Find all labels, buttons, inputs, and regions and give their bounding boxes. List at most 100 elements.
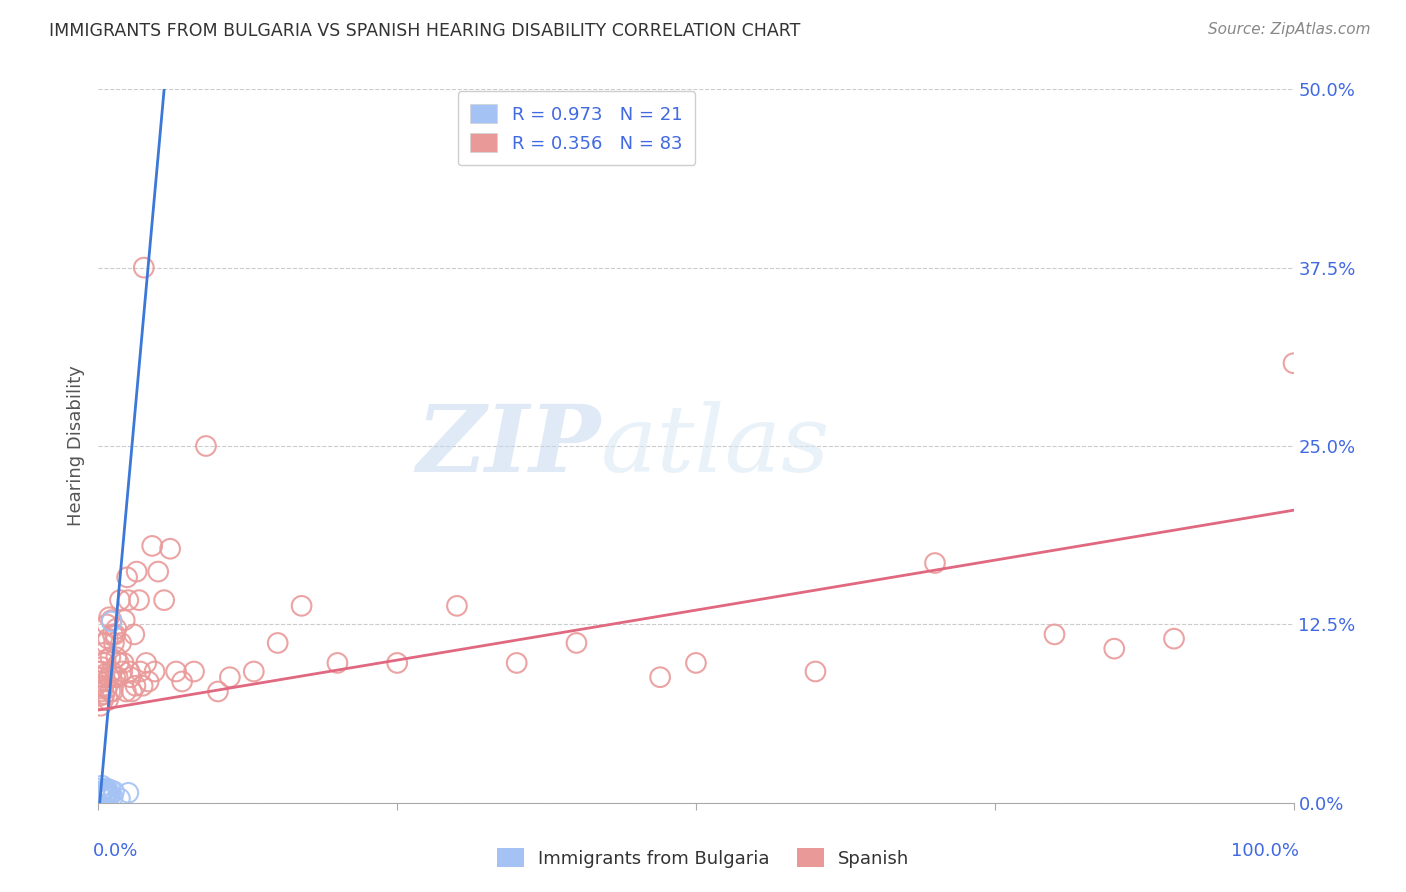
Text: Source: ZipAtlas.com: Source: ZipAtlas.com	[1208, 22, 1371, 37]
Point	[91, 670, 114, 684]
Point	[90, 786, 112, 800]
Point	[100, 615, 122, 629]
Point	[94, 674, 117, 689]
Point	[111, 665, 134, 679]
Point	[98, 610, 121, 624]
Point	[108, 593, 131, 607]
Point	[90, 665, 112, 679]
Point	[100, 613, 122, 627]
Point	[107, 670, 129, 684]
Point	[104, 670, 127, 684]
Point	[685, 656, 707, 670]
Point	[97, 632, 120, 646]
Point	[132, 260, 155, 275]
Point	[91, 660, 114, 674]
Text: ZIP: ZIP	[416, 401, 600, 491]
Point	[97, 791, 120, 805]
Point	[93, 687, 115, 701]
Point	[159, 541, 181, 556]
Point	[165, 665, 187, 679]
Point	[91, 646, 114, 660]
Point	[96, 781, 118, 796]
Point	[94, 636, 117, 650]
Text: atlas: atlas	[600, 401, 830, 491]
Point	[89, 789, 111, 803]
Point	[96, 617, 118, 632]
Point	[120, 670, 142, 684]
Point	[924, 556, 946, 570]
Legend: R = 0.973   N = 21, R = 0.356   N = 83: R = 0.973 N = 21, R = 0.356 N = 83	[458, 91, 695, 165]
Point	[326, 656, 349, 670]
Point	[141, 539, 163, 553]
Point	[89, 674, 111, 689]
Point	[97, 693, 120, 707]
Point	[93, 783, 115, 797]
Text: IMMIGRANTS FROM BULGARIA VS SPANISH HEARING DISABILITY CORRELATION CHART: IMMIGRANTS FROM BULGARIA VS SPANISH HEAR…	[49, 22, 800, 40]
Point	[101, 684, 124, 698]
Point	[195, 439, 218, 453]
Point	[114, 613, 136, 627]
Point	[267, 636, 290, 650]
Point	[91, 679, 114, 693]
Point	[104, 627, 127, 641]
Point	[101, 627, 124, 641]
Point	[1282, 356, 1305, 370]
Legend: Immigrants from Bulgaria, Spanish: Immigrants from Bulgaria, Spanish	[485, 837, 921, 879]
Point	[207, 684, 229, 698]
Point	[446, 599, 468, 613]
Point	[115, 684, 138, 698]
Point	[183, 665, 205, 679]
Point	[385, 656, 409, 670]
Point	[172, 674, 194, 689]
Point	[117, 786, 139, 800]
Point	[96, 681, 118, 696]
Point	[125, 565, 148, 579]
Point	[101, 790, 124, 805]
Y-axis label: Hearing Disability: Hearing Disability	[66, 366, 84, 526]
Point	[110, 636, 132, 650]
Point	[506, 656, 529, 670]
Point	[118, 665, 141, 679]
Point	[98, 789, 122, 803]
Point	[291, 599, 314, 613]
Point	[98, 783, 122, 797]
Point	[94, 653, 117, 667]
Point	[135, 656, 157, 670]
Point	[103, 784, 125, 798]
Point	[148, 565, 170, 579]
Point	[98, 787, 121, 801]
Point	[108, 791, 131, 805]
Point	[1163, 632, 1185, 646]
Point	[103, 636, 125, 650]
Point	[124, 679, 146, 693]
Point	[91, 787, 114, 801]
Point	[105, 650, 128, 665]
Point	[98, 650, 122, 665]
Point	[96, 786, 118, 800]
Point	[115, 570, 138, 584]
Point	[1104, 641, 1126, 656]
Point	[112, 656, 135, 670]
Point	[100, 665, 122, 679]
Point	[91, 684, 114, 698]
Point	[648, 670, 672, 684]
Point	[91, 784, 114, 798]
Point	[128, 593, 150, 607]
Point	[129, 665, 152, 679]
Point	[91, 779, 114, 793]
Point	[90, 681, 112, 696]
Point	[98, 684, 122, 698]
Point	[243, 665, 266, 679]
Point	[93, 656, 115, 670]
Point	[804, 665, 827, 679]
Point	[143, 665, 166, 679]
Point	[98, 670, 121, 684]
Point	[97, 784, 120, 798]
Point	[105, 622, 128, 636]
Point	[121, 684, 143, 698]
Point	[91, 693, 114, 707]
Point	[219, 670, 242, 684]
Point	[124, 627, 146, 641]
Text: 100.0%: 100.0%	[1232, 842, 1299, 860]
Point	[565, 636, 588, 650]
